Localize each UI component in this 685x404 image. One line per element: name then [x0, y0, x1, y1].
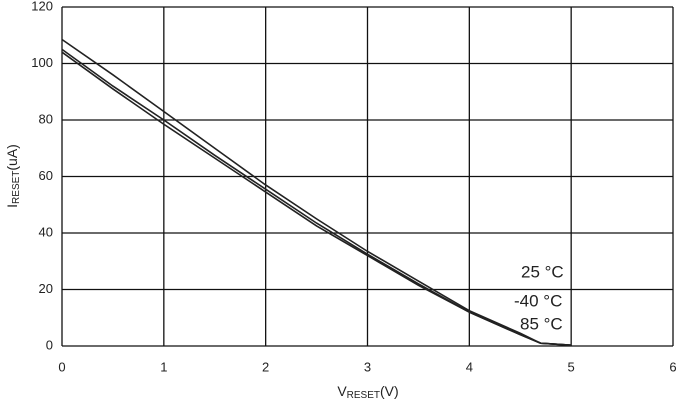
y-tick-label: 80	[39, 111, 53, 126]
x-tick-label: 2	[262, 359, 269, 374]
series-annotation: 25 °C	[521, 262, 564, 281]
x-label-sub: RESET	[347, 390, 380, 401]
x-tick-label: 4	[466, 359, 473, 374]
x-tick-label: 6	[669, 359, 676, 374]
y-label-sub: RESET	[11, 171, 22, 204]
series-annotation: -40 °C	[514, 291, 562, 310]
y-label-unit: (uA)	[4, 144, 20, 170]
line-series	[61, 38, 572, 346]
x-tick-label: 3	[364, 359, 371, 374]
y-tick-label: 0	[46, 337, 53, 352]
line-series	[61, 51, 572, 346]
y-axis-label: IRESET(uA)	[4, 144, 22, 208]
x-tick-label: 5	[568, 359, 575, 374]
y-tick-label: 120	[31, 0, 53, 13]
y-label-main: I	[4, 204, 20, 208]
y-tick-label: 40	[39, 224, 53, 239]
x-label-main: V	[337, 383, 347, 399]
y-tick-label: 20	[39, 281, 53, 296]
y-tick-label: 100	[31, 55, 53, 70]
series-annotation: 85 °C	[520, 314, 563, 333]
x-tick-label: 1	[160, 359, 167, 374]
y-tick-label: 60	[39, 168, 53, 183]
x-axis-label: VRESET(V)	[337, 383, 398, 401]
x-label-unit: (V)	[380, 383, 399, 399]
x-tick-label: 0	[58, 359, 65, 374]
